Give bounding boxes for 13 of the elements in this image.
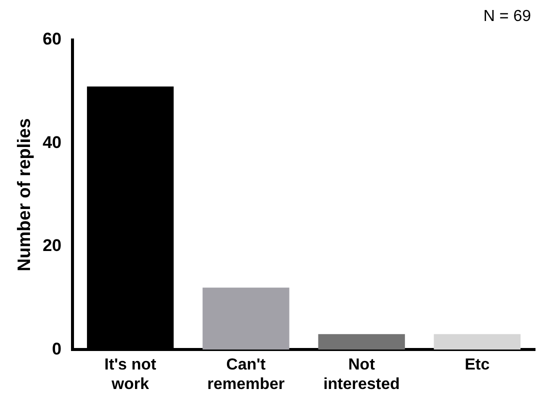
- x-tick-label: It's not work: [104, 356, 157, 393]
- y-axis-title: Number of replies: [14, 118, 34, 272]
- y-tick-label: 60: [42, 30, 62, 49]
- bar: [434, 334, 521, 350]
- y-tick-label: 40: [42, 132, 62, 152]
- bar: [318, 334, 405, 350]
- y-tick-label: 0: [52, 339, 62, 358]
- x-tick-label: Can't remember: [207, 356, 285, 393]
- y-tick-label: 20: [42, 236, 62, 256]
- x-tick-label: Not interested: [323, 356, 400, 393]
- x-tick-label: Etc: [464, 356, 490, 374]
- text: N = 69: [483, 8, 531, 26]
- bar: [202, 288, 290, 350]
